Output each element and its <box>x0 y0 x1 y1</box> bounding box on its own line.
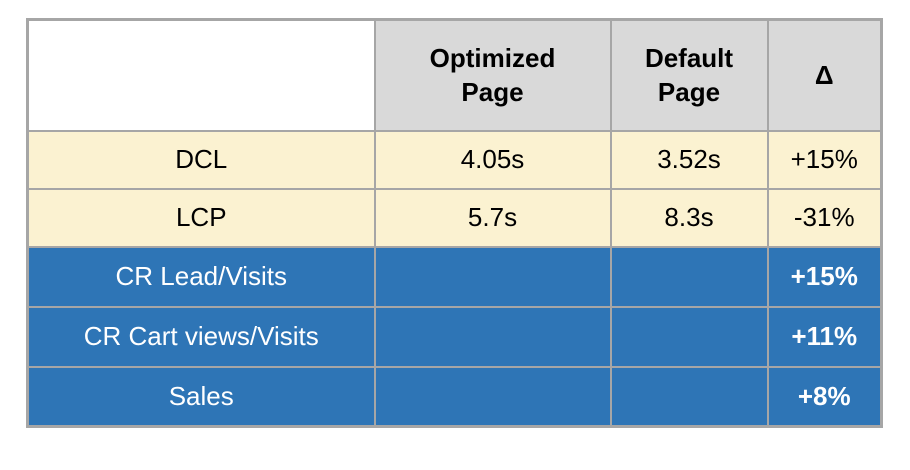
header-corner-cell <box>26 18 376 132</box>
table-row-dcl: DCL 4.05s 3.52s +15% <box>26 129 883 190</box>
table-row-lcp: LCP 5.7s 8.3s -31% <box>26 187 883 248</box>
header-optimized-page: Optimized Page <box>373 18 612 132</box>
optimized-value <box>373 305 612 368</box>
header-optimized-page-label: Optimized Page <box>429 42 556 108</box>
metric-label: DCL <box>26 129 376 190</box>
default-value: 3.52s <box>609 129 769 190</box>
delta-value: +15% <box>766 129 883 190</box>
metric-label: CR Cart views/Visits <box>26 305 376 368</box>
metric-label: LCP <box>26 187 376 248</box>
optimized-value: 5.7s <box>373 187 612 248</box>
delta-value: +11% <box>766 305 883 368</box>
delta-value: -31% <box>766 187 883 248</box>
header-delta: Δ <box>766 18 883 132</box>
delta-value: +15% <box>766 245 883 308</box>
table-header-row: Optimized Page Default Page Δ <box>26 18 883 132</box>
header-default-page-label: Default Page <box>644 42 734 108</box>
metric-label: CR Lead/Visits <box>26 245 376 308</box>
table-row-cr-lead-visits: CR Lead/Visits +15% <box>26 245 883 308</box>
default-value: 8.3s <box>609 187 769 248</box>
optimized-value: 4.05s <box>373 129 612 190</box>
optimized-value <box>373 245 612 308</box>
header-default-page: Default Page <box>609 18 769 132</box>
table-row-sales: Sales +8% <box>26 365 883 428</box>
optimized-value <box>373 365 612 428</box>
default-value <box>609 305 769 368</box>
default-value <box>609 365 769 428</box>
metric-label: Sales <box>26 365 376 428</box>
delta-value: +8% <box>766 365 883 428</box>
default-value <box>609 245 769 308</box>
comparison-table: Optimized Page Default Page Δ DCL 4.05s … <box>26 18 883 428</box>
table-row-cr-cart-views-visits: CR Cart views/Visits +11% <box>26 305 883 368</box>
